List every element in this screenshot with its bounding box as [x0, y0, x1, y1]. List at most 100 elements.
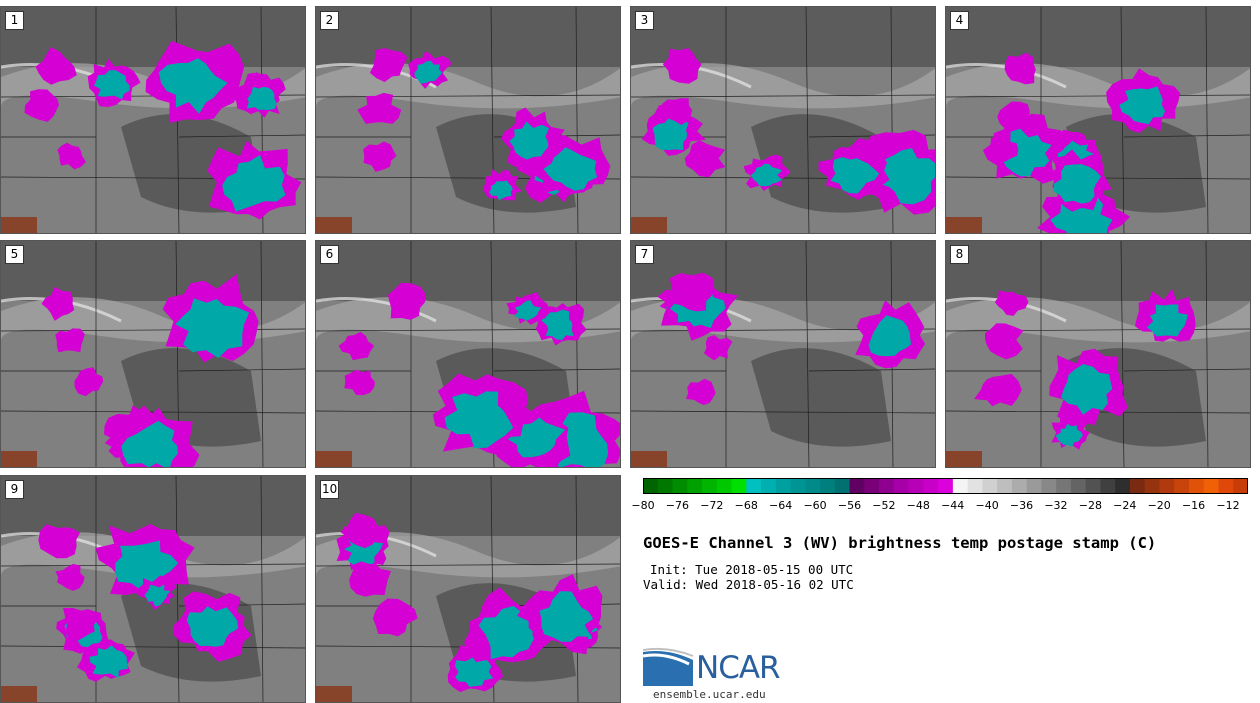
- cold-cloud-region: [990, 136, 1019, 162]
- cold-cloud-region: [684, 140, 726, 178]
- cold-cloud-region: [363, 141, 397, 172]
- cold-cloud-region: [41, 286, 75, 321]
- stamp-label-8: 8: [950, 245, 969, 264]
- cold-cloud-region: [686, 378, 716, 405]
- colorbar-swatch: [952, 478, 969, 494]
- valid-time: Valid: Wed 2018-05-16 02 UTC: [643, 577, 854, 592]
- cold-cloud-region: [57, 142, 86, 170]
- colorbar-tick-label: −64: [769, 499, 793, 512]
- stamp-panel-1: 1: [0, 6, 306, 234]
- stamp-map-1: [1, 7, 305, 233]
- colorbar-tick-label: −48: [906, 499, 930, 512]
- colorbar-swatch: [908, 478, 924, 494]
- colorbar-frame: [643, 478, 1248, 494]
- cold-cloud-region: [349, 562, 391, 597]
- very-cold-cloud-core: [222, 154, 286, 212]
- very-cold-cloud-core: [121, 420, 178, 467]
- very-cold-cloud-core: [115, 540, 179, 591]
- warm-surface: [631, 451, 667, 467]
- state-boundary: [1205, 241, 1209, 467]
- colorbar-swatch: [1129, 478, 1146, 494]
- colorbar-swatch: [775, 478, 792, 494]
- very-cold-cloud-core: [444, 391, 514, 449]
- colorbar-swatch: [982, 478, 998, 494]
- very-cold-cloud-core: [1055, 423, 1083, 447]
- colorbar-ticks: −80 −76 −72 −68 −64 −60 −56 −52 −48 −44 −40 −36 −32−…: [631, 494, 1253, 514]
- colorbar-tick-label: −56: [837, 499, 862, 512]
- colorbar-tick-label: −32: [1044, 499, 1068, 512]
- cold-cloud-region: [661, 98, 693, 126]
- colorbar-swatch: [702, 478, 718, 494]
- colorbar-swatch: [849, 478, 865, 494]
- stamp-map-6: [316, 241, 620, 467]
- colorbar-swatch: [1233, 478, 1248, 494]
- cold-cloud-region: [985, 323, 1024, 360]
- cold-cloud-region: [74, 367, 104, 397]
- colorbar-swatch: [1203, 478, 1219, 494]
- figure-title: GOES-E Channel 3 (WV) brightness temp po…: [643, 534, 1157, 552]
- stamp-map-2: [316, 7, 620, 233]
- cold-cloud-region: [369, 48, 408, 82]
- cold-cloud-region: [55, 563, 85, 591]
- state-boundary: [805, 241, 810, 467]
- cold-cloud-region: [388, 282, 426, 320]
- stamp-panel-2: 2: [315, 6, 621, 234]
- very-cold-cloud-core: [514, 300, 542, 321]
- stamp-label-9: 9: [5, 480, 24, 499]
- dry-band: [946, 241, 1250, 301]
- state-boundary: [631, 94, 935, 98]
- colorbar-swatch: [1115, 478, 1131, 494]
- colorbar-swatch: [1100, 478, 1116, 494]
- state-boundary: [1123, 134, 1250, 138]
- state-boundary: [493, 368, 620, 372]
- stamp-label-2: 2: [320, 11, 339, 30]
- state-boundary: [1123, 368, 1250, 372]
- colorbar-swatch: [997, 478, 1013, 494]
- state-boundary: [631, 410, 935, 414]
- very-cold-cloud-core: [652, 115, 689, 151]
- warm-surface: [1, 217, 37, 233]
- state-boundary: [178, 134, 305, 138]
- colorbar-swatch: [923, 478, 939, 494]
- colorbar-swatch: [1026, 478, 1042, 494]
- stamp-panel-3: 3: [630, 6, 936, 234]
- state-boundary: [808, 368, 935, 372]
- colorbar-swatch: [1041, 478, 1057, 494]
- dry-band: [316, 7, 620, 67]
- colorbar-swatch: [731, 478, 747, 494]
- stamp-panel-4: 4: [945, 6, 1251, 234]
- state-boundary: [260, 241, 264, 467]
- very-cold-cloud-core: [94, 70, 130, 100]
- colorbar-tick-label: −24: [1113, 499, 1137, 512]
- very-cold-cloud-core: [509, 121, 550, 160]
- cold-cloud-region: [55, 328, 85, 353]
- colorbar-tick-label: −12: [1216, 499, 1240, 512]
- warm-surface: [316, 686, 352, 702]
- warm-surface: [946, 451, 982, 467]
- dry-band: [1, 241, 305, 301]
- colorbar: [643, 478, 1248, 494]
- dry-band: [946, 7, 1250, 67]
- colorbar-swatch: [893, 478, 910, 494]
- stamp-panel-8: 8: [945, 240, 1251, 468]
- cold-cloud-region: [994, 290, 1029, 316]
- state-boundary: [946, 94, 1250, 98]
- colorbar-swatch: [967, 478, 983, 494]
- warm-surface: [1, 451, 37, 467]
- very-cold-cloud-core: [175, 298, 250, 358]
- cold-cloud-region: [1004, 52, 1036, 85]
- very-cold-cloud-core: [478, 605, 537, 660]
- state-boundary: [1, 645, 305, 649]
- warm-surface: [316, 451, 352, 467]
- stamp-map-5: [1, 241, 305, 467]
- colorbar-swatch: [1056, 478, 1072, 494]
- stamp-label-5: 5: [5, 245, 24, 264]
- stamp-panel-5: 5: [0, 240, 306, 468]
- stamp-map-8: [946, 241, 1250, 467]
- colorbar-tick-label: −44: [941, 499, 965, 512]
- cold-cloud-region: [38, 524, 80, 559]
- stamp-label-3: 3: [635, 11, 654, 30]
- colorbar-tick-label: −76: [665, 499, 690, 512]
- stamp-panel-10: 10: [315, 475, 621, 703]
- cold-cloud-region: [704, 335, 733, 361]
